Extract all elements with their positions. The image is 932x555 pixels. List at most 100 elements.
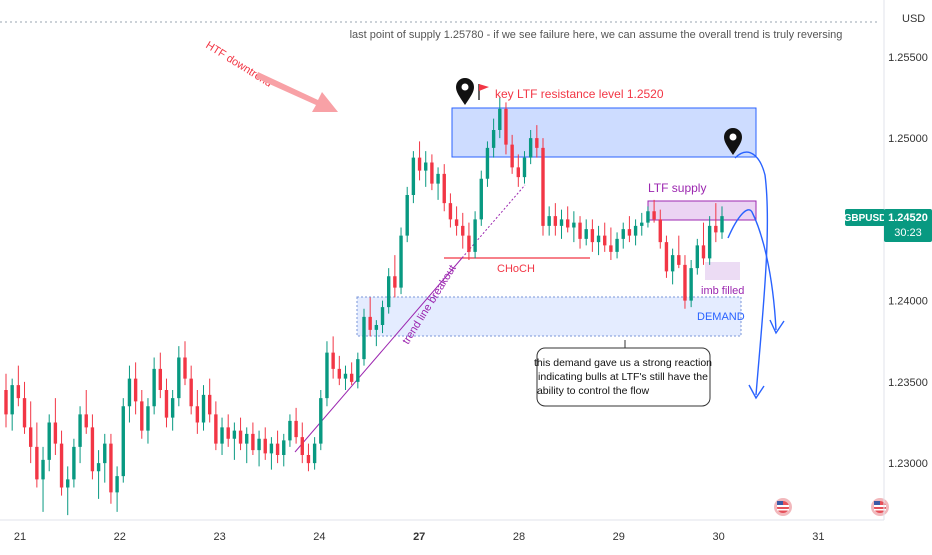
candle-body[interactable]: [707, 225, 712, 259]
candle-body[interactable]: [584, 229, 588, 239]
candle-body[interactable]: [516, 167, 521, 178]
candle-body[interactable]: [251, 433, 255, 451]
candle-body[interactable]: [337, 368, 342, 379]
candle-body[interactable]: [146, 406, 150, 431]
candle-body[interactable]: [454, 219, 459, 226]
candle-body[interactable]: [522, 157, 527, 178]
candle-body[interactable]: [504, 108, 508, 145]
candle-body[interactable]: [257, 438, 261, 451]
candle-body[interactable]: [627, 229, 632, 236]
candle-body[interactable]: [183, 357, 187, 379]
candle-body[interactable]: [701, 245, 706, 259]
candle-body[interactable]: [399, 235, 403, 288]
candle-body[interactable]: [677, 255, 681, 265]
candle-body[interactable]: [245, 433, 249, 444]
candle-body[interactable]: [417, 157, 422, 171]
candle-body[interactable]: [491, 130, 496, 148]
candle-body[interactable]: [140, 401, 144, 431]
candle-body[interactable]: [115, 476, 119, 493]
key-resistance-zone[interactable]: [451, 107, 757, 158]
candle-body[interactable]: [714, 225, 718, 233]
candle-body[interactable]: [312, 443, 317, 464]
candle-body[interactable]: [510, 144, 514, 168]
candle-body[interactable]: [473, 219, 477, 252]
candle-body[interactable]: [646, 211, 650, 223]
candle-body[interactable]: [498, 108, 502, 130]
candle-body[interactable]: [170, 398, 175, 418]
candle-body[interactable]: [615, 238, 619, 252]
candle-body[interactable]: [288, 420, 292, 441]
candle-body[interactable]: [306, 455, 311, 464]
price-axis[interactable]: [884, 0, 932, 520]
candle-body[interactable]: [535, 138, 539, 148]
candle-body[interactable]: [596, 235, 601, 243]
candle-body[interactable]: [226, 427, 230, 439]
candle-body[interactable]: [78, 414, 82, 447]
candle-body[interactable]: [689, 268, 693, 301]
candle-body[interactable]: [189, 378, 193, 407]
candle-body[interactable]: [541, 147, 545, 226]
candle-body[interactable]: [424, 162, 428, 171]
candle-body[interactable]: [547, 216, 551, 226]
candle-body[interactable]: [220, 427, 224, 444]
candle-body[interactable]: [133, 378, 138, 402]
candle-body[interactable]: [621, 229, 625, 239]
candle-body[interactable]: [467, 235, 471, 252]
candle-body[interactable]: [553, 216, 558, 226]
demand-zone[interactable]: [356, 296, 742, 337]
candle-body[interactable]: [207, 394, 212, 415]
candle-body[interactable]: [319, 398, 323, 444]
candle-body[interactable]: [658, 219, 662, 243]
candle-body[interactable]: [331, 352, 335, 369]
candle-body[interactable]: [201, 394, 206, 423]
candle-body[interactable]: [28, 427, 33, 447]
candle-body[interactable]: [22, 398, 27, 428]
candle-body[interactable]: [263, 438, 267, 454]
candle-body[interactable]: [590, 229, 595, 243]
candle-body[interactable]: [603, 235, 607, 246]
candle-body[interactable]: [214, 414, 218, 444]
candle-body[interactable]: [405, 195, 409, 236]
candle-body[interactable]: [96, 463, 101, 472]
candle-body[interactable]: [127, 378, 132, 407]
candle-body[interactable]: [238, 430, 243, 444]
candle-body[interactable]: [356, 359, 360, 382]
candle-body[interactable]: [325, 352, 329, 399]
candle-body[interactable]: [565, 219, 570, 228]
candle-body[interactable]: [121, 406, 125, 477]
candle-body[interactable]: [300, 437, 304, 455]
candle-body[interactable]: [559, 219, 564, 226]
candle-body[interactable]: [90, 427, 95, 472]
candle-body[interactable]: [609, 245, 613, 252]
candle-body[interactable]: [479, 178, 483, 220]
candle-body[interactable]: [670, 255, 675, 272]
candle-body[interactable]: [393, 276, 397, 288]
candle-body[interactable]: [343, 373, 348, 379]
candle-body[interactable]: [720, 216, 724, 233]
candle-body[interactable]: [485, 147, 490, 179]
candle-body[interactable]: [442, 173, 446, 204]
candle-body[interactable]: [430, 162, 434, 184]
candle-body[interactable]: [195, 406, 200, 423]
candle-body[interactable]: [695, 245, 700, 269]
candle-body[interactable]: [103, 443, 107, 464]
candle-body[interactable]: [84, 414, 88, 428]
candle-body[interactable]: [664, 242, 669, 272]
candle-body[interactable]: [109, 443, 113, 493]
candle-body[interactable]: [528, 138, 533, 158]
candle-body[interactable]: [53, 422, 58, 444]
candle-body[interactable]: [411, 157, 416, 195]
candle-body[interactable]: [275, 443, 280, 455]
candle-body[interactable]: [640, 222, 644, 226]
candle-body[interactable]: [66, 479, 70, 488]
candle-body[interactable]: [368, 316, 372, 330]
candle-body[interactable]: [374, 325, 379, 330]
candle-body[interactable]: [158, 368, 163, 390]
candle-body[interactable]: [294, 420, 298, 438]
candle-body[interactable]: [35, 446, 39, 480]
candle-body[interactable]: [232, 430, 237, 439]
candle-body[interactable]: [47, 422, 51, 460]
us-flag-event-icon[interactable]: [774, 498, 792, 516]
candle-body[interactable]: [152, 368, 156, 407]
candle-body[interactable]: [59, 443, 64, 488]
